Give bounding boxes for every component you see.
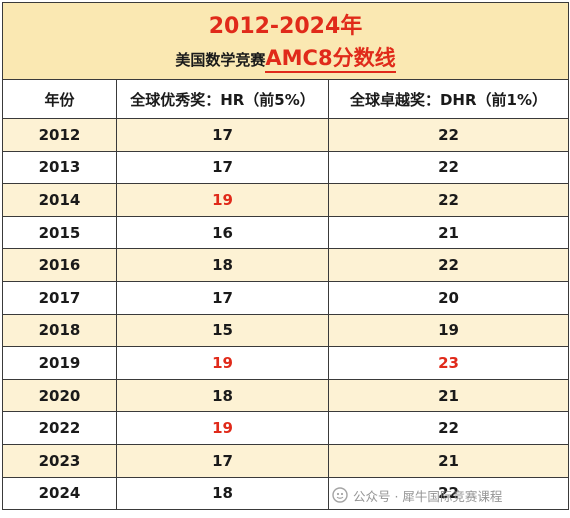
column-header-row: 年份 全球优秀奖：HR（前5%） 全球卓越奖：DHR（前1%） (2, 79, 569, 119)
cell-hr-score: 18 (116, 378, 329, 413)
cell-dhr-score: 22 (328, 150, 569, 185)
cell-year: 2022 (2, 411, 117, 445)
cell-dhr-score: 23 (328, 346, 569, 380)
cell-hr-score: 16 (116, 215, 329, 250)
title-block: 2012-2024年 美国数学竞赛AMC8分数线 (2, 2, 569, 80)
table-row: 2024 18 22 (2, 476, 569, 511)
cell-dhr-score: 22 (328, 248, 569, 282)
cell-dhr-score: 22 (328, 183, 569, 217)
cell-dhr-score: 19 (328, 313, 569, 348)
cell-year: 2013 (2, 150, 117, 185)
table-row: 2020 18 21 (2, 378, 569, 413)
table-row: 2014 19 22 (2, 183, 569, 217)
table-row: 2018 15 19 (2, 313, 569, 348)
column-header-dhr: 全球卓越奖：DHR（前1%） (328, 79, 569, 119)
table-row: 2017 17 20 (2, 280, 569, 315)
cell-dhr-score: 21 (328, 443, 569, 478)
cell-year: 2020 (2, 378, 117, 413)
cell-hr-score: 18 (116, 248, 329, 282)
cell-year: 2015 (2, 215, 117, 250)
table-row: 2022 19 22 (2, 411, 569, 445)
cell-year: 2018 (2, 313, 117, 348)
column-header-year: 年份 (2, 79, 117, 119)
watermark-text: 公众号 · 犀牛国际竞赛课程 (353, 488, 503, 504)
cell-year: 2014 (2, 183, 117, 217)
cell-year: 2017 (2, 280, 117, 315)
cell-dhr-score: 22 (328, 411, 569, 445)
cell-hr-score: 17 (116, 443, 329, 478)
cell-year: 2023 (2, 443, 117, 478)
table-row: 2012 17 22 (2, 118, 569, 152)
cell-dhr-score: 21 (328, 378, 569, 413)
table-row: 2019 19 23 (2, 346, 569, 380)
column-header-hr: 全球优秀奖：HR（前5%） (116, 79, 329, 119)
table-row: 2023 17 21 (2, 443, 569, 478)
cell-hr-score: 19 (116, 411, 329, 445)
cell-hr-score: 17 (116, 280, 329, 315)
cell-dhr-score: 21 (328, 215, 569, 250)
cell-year: 2016 (2, 248, 117, 282)
cell-dhr-score: 20 (328, 280, 569, 315)
subtitle-highlight: AMC8分数线 (265, 46, 396, 73)
table-row: 2016 18 22 (2, 248, 569, 282)
cell-hr-score: 18 (116, 476, 329, 511)
amc8-score-table: 2012-2024年 美国数学竞赛AMC8分数线 年份 全球优秀奖：HR（前5%… (2, 2, 569, 511)
cell-dhr-score: 22 (328, 118, 569, 152)
subtitle-plain: 美国数学竞赛 (175, 51, 266, 69)
cell-year: 2012 (2, 118, 117, 152)
cell-year: 2024 (2, 476, 117, 511)
cell-hr-score: 15 (116, 313, 329, 348)
table-row: 2013 17 22 (2, 150, 569, 185)
table-row: 2015 16 21 (2, 215, 569, 250)
cell-hr-score: 17 (116, 150, 329, 185)
title-year-range: 2012-2024年 (208, 14, 363, 39)
cell-hr-score: 19 (116, 183, 329, 217)
watermark: 公众号 · 犀牛国际竞赛课程 (332, 486, 502, 504)
cell-dhr-score: 22 (328, 476, 569, 511)
subtitle: 美国数学竞赛AMC8分数线 (3, 43, 568, 75)
wechat-official-account-icon (332, 487, 348, 503)
cell-hr-score: 19 (116, 346, 329, 380)
table-body: 2012 17 22 2013 17 22 2014 19 22 2015 16 21 2016 18 22… (2, 118, 569, 511)
cell-hr-score: 17 (116, 118, 329, 152)
cell-year: 2019 (2, 346, 117, 380)
